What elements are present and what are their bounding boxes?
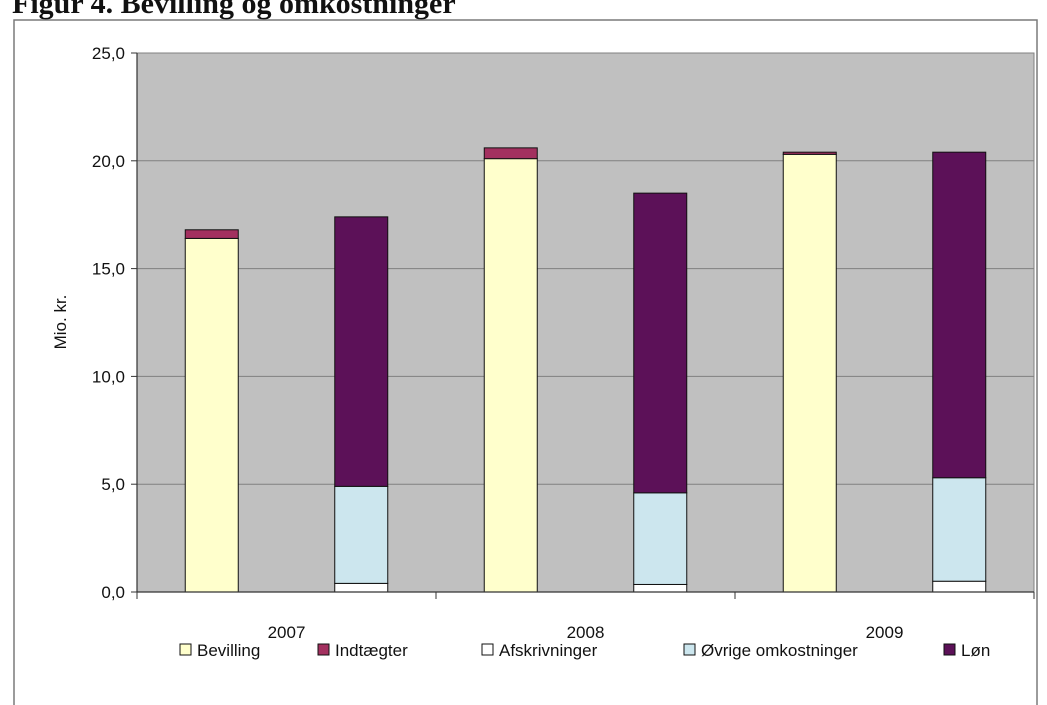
bar-segment-ovrige-omkostninger-2007 [334,485,389,584]
y-axis-label: Mio. kr. [51,295,70,350]
gridlines [137,52,1034,485]
x-tick-label: 2008 [567,623,605,642]
bar-segment-indtaegter-2008 [483,147,538,160]
x-tick-label: 2009 [866,623,904,642]
bar-segment-afskrivninger-2008 [633,583,688,593]
plot-area [136,52,1035,593]
bar-segment-afskrivninger-2007 [334,582,389,593]
legend-swatch-afskrivninger [481,643,494,656]
figure-caption: Figur 4. Bevilling og omkostninger [0,0,1047,20]
legend-label-bevilling: Bevilling [197,641,260,660]
bar-segment-bevilling-2008 [483,158,538,593]
bar-segment-lon-2007 [334,216,389,487]
legend-swatch-lon [943,643,956,656]
y-tick-label: 10,0 [92,367,125,386]
legend-swatch-ovrige-omkostninger [683,643,696,656]
legend-label-indtaegter: Indtægter [335,641,408,660]
bar-segment-indtaegter-2007 [184,229,239,239]
bar-segment-ovrige-omkostninger-2008 [633,492,688,585]
y-tick-label: 15,0 [92,260,125,279]
bar-segment-indtaegter-2009 [782,151,837,155]
figure-caption-text: Figur 4. Bevilling og omkostninger [12,0,456,20]
bar-segment-lon-2008 [633,192,688,494]
legend-swatch-indtaegter [317,643,330,656]
bar-segment-afskrivninger-2009 [932,580,987,593]
bar-segment-bevilling-2007 [184,237,239,593]
legend-label-ovrige-omkostninger: Øvrige omkostninger [701,641,858,660]
legend-label-lon: Løn [961,641,990,660]
bar-segment-ovrige-omkostninger-2009 [932,477,987,582]
x-tick-label: 2007 [268,623,306,642]
y-tick-label: 25,0 [92,44,125,63]
bar-segment-bevilling-2009 [782,153,837,593]
legend-swatch-bevilling [179,643,192,656]
bar-segment-lon-2009 [932,151,987,479]
legend: Bevilling Indtægter Afskrivninger Øvrige om… [179,641,990,660]
legend-label-afskrivninger: Afskrivninger [499,641,598,660]
y-tick-label: 20,0 [92,152,125,171]
y-tick-label: 0,0 [101,583,125,602]
axes: 0,0 5,0 10,0 15,0 20,0 25,0 2007 2008 2009 [92,44,1035,642]
bars [184,147,987,593]
y-tick-label: 5,0 [101,475,125,494]
